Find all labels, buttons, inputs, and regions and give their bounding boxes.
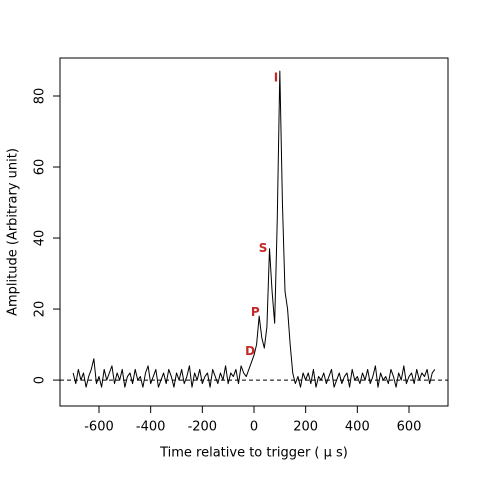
x-tick-label: 600 — [397, 420, 422, 435]
x-tick-label: 0 — [250, 420, 258, 435]
data-line — [72, 70, 436, 388]
annotation: I — [274, 71, 278, 85]
y-tick-label: 80 — [33, 88, 48, 105]
x-tick-label: -600 — [84, 420, 114, 435]
x-tick-label: 400 — [345, 420, 370, 435]
x-tick-label: 200 — [293, 420, 318, 435]
y-tick-label: 0 — [33, 376, 48, 384]
y-axis-label: Amplitude (Arbitrary unit) — [6, 148, 21, 316]
annotation: S — [259, 241, 268, 255]
x-tick-label: -200 — [188, 420, 218, 435]
annotation: P — [251, 305, 260, 319]
y-tick-label: 60 — [33, 159, 48, 176]
x-axis-label: Time relative to trigger ( μ s) — [159, 446, 348, 461]
y-tick-label: 20 — [33, 301, 48, 318]
x-tick-label: -400 — [136, 420, 166, 435]
annotation: D — [245, 344, 255, 358]
y-tick-label: 40 — [33, 230, 48, 247]
